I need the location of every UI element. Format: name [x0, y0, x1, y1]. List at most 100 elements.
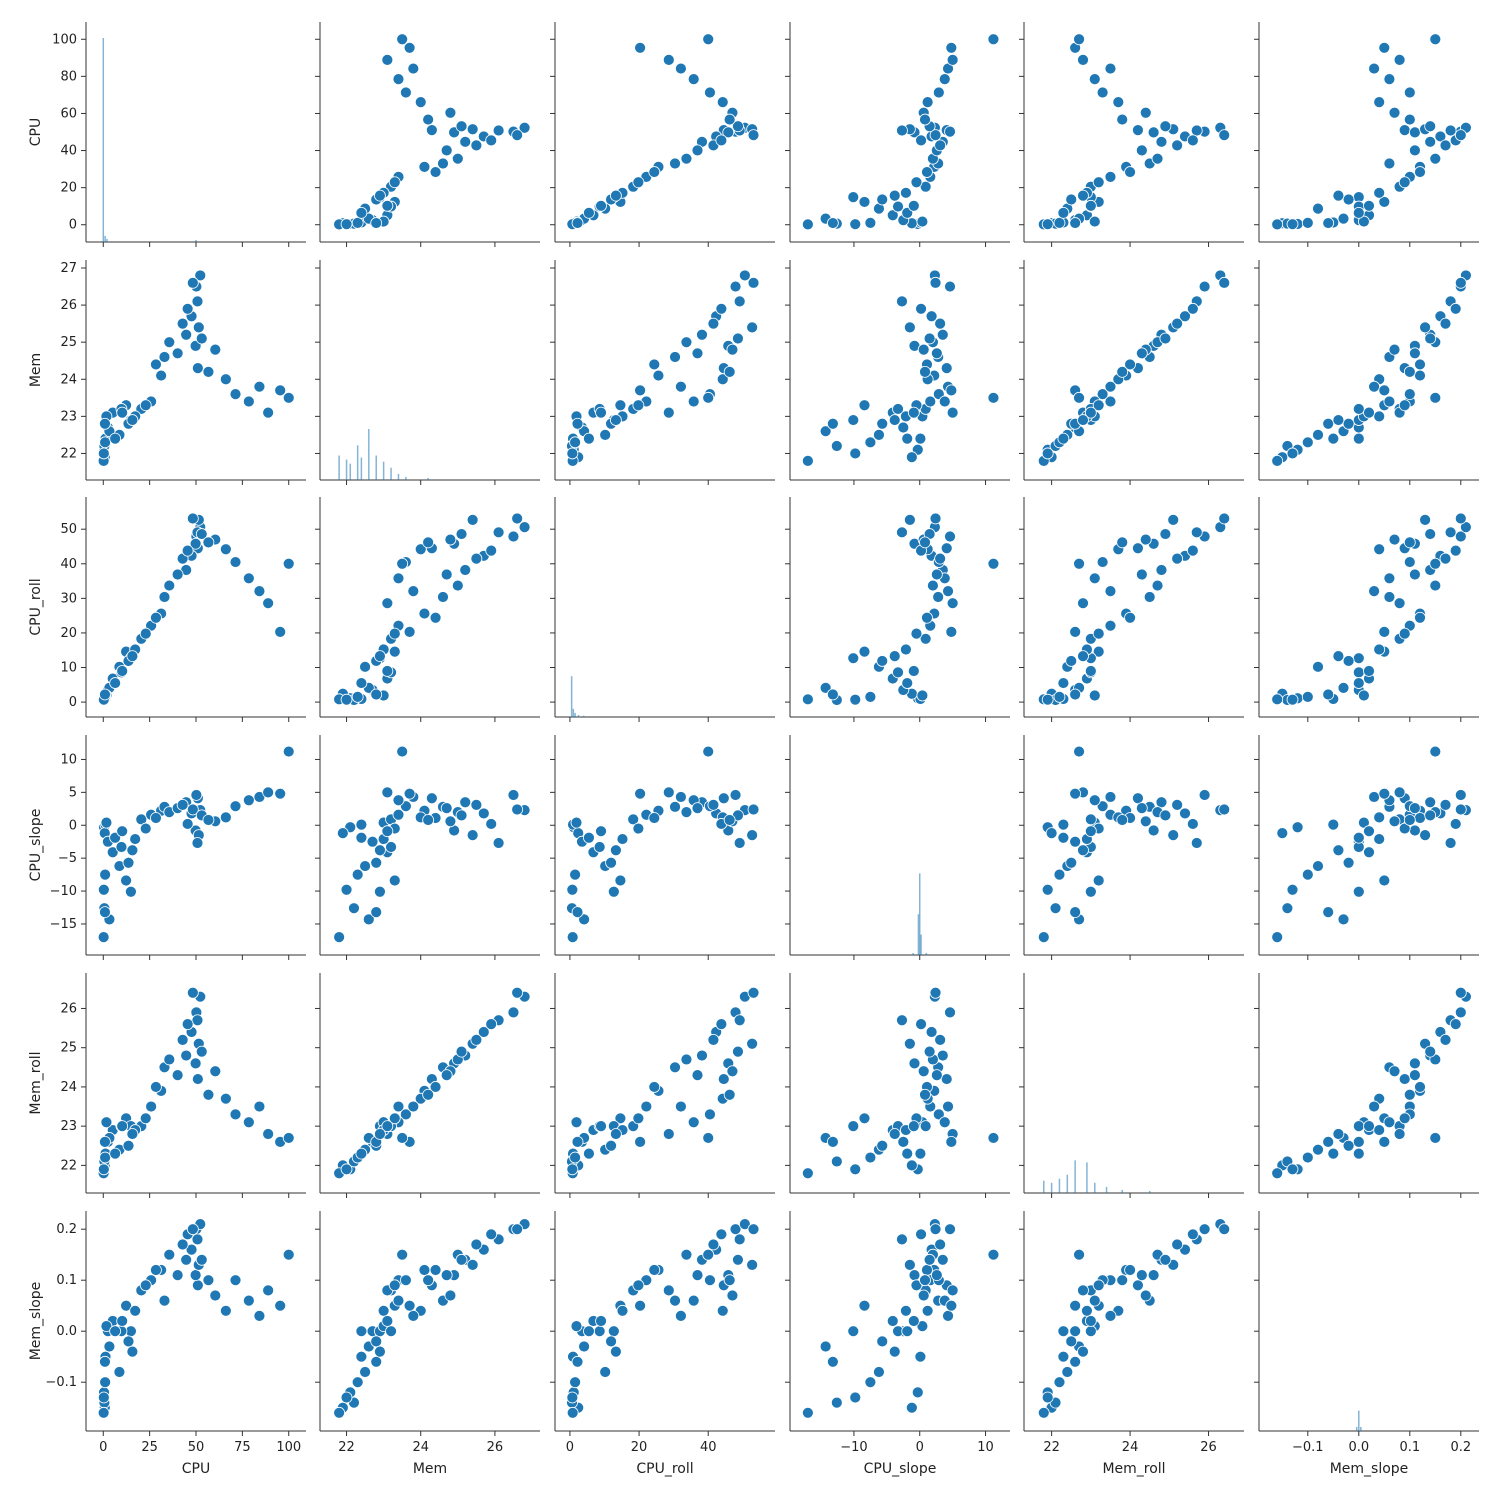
scatter-point — [1084, 825, 1097, 838]
scatter-point — [333, 1406, 346, 1419]
scatter-point — [381, 1315, 394, 1327]
scatter-point — [1358, 689, 1370, 702]
panel-CPU_slope-vs-CPU_slope — [785, 735, 1010, 960]
scatter-point — [414, 96, 427, 109]
scatter-point — [1096, 388, 1109, 401]
scatter-point — [340, 693, 353, 706]
histogram-bar — [574, 712, 576, 717]
scatter-point — [1403, 365, 1416, 378]
scatter-point — [715, 302, 728, 315]
scatter-point — [1037, 931, 1050, 944]
scatter-point — [571, 417, 584, 430]
scatter-point — [374, 844, 386, 857]
y-axis-label: CPU — [28, 118, 44, 146]
panel-Mem_roll-vs-Mem_slope — [1254, 973, 1479, 1198]
scatter-point — [1088, 215, 1101, 228]
scatter-point — [1383, 157, 1396, 170]
scatter-point — [1398, 627, 1411, 640]
scatter-point — [1368, 585, 1380, 597]
scatter-point — [1403, 814, 1416, 826]
scatter-point — [1159, 120, 1172, 133]
scatter-point — [163, 1053, 176, 1066]
scatter-point — [185, 1243, 198, 1256]
scatter-point — [99, 417, 111, 430]
scatter-point — [1312, 860, 1324, 872]
scatter-point — [1393, 597, 1406, 610]
y-tick-label: −10 — [50, 884, 77, 899]
scatter-point — [1159, 332, 1172, 345]
scatter-point — [675, 380, 687, 393]
scatter-point — [403, 41, 416, 54]
scatter-point — [738, 1218, 751, 1230]
scatter-point — [186, 1223, 199, 1236]
scatter-point — [455, 1253, 468, 1266]
scatter-point — [1332, 1128, 1345, 1140]
scatter-point — [910, 176, 923, 189]
scatter-point — [919, 1120, 932, 1133]
scatter-point — [459, 796, 472, 809]
scatter-point — [905, 451, 918, 464]
scatter-point — [1057, 818, 1070, 831]
scatter-point — [440, 568, 453, 581]
scatter-point — [1352, 831, 1365, 844]
scatter-point — [381, 786, 394, 799]
scatter-point — [1271, 1167, 1284, 1180]
scatter-point — [876, 193, 889, 206]
x-tick-label: 22 — [338, 1440, 355, 1455]
scatter-point — [680, 336, 693, 349]
scatter-point — [1373, 410, 1386, 423]
scatter-point — [440, 144, 453, 157]
scatter-point — [723, 113, 736, 126]
scatter-point — [1077, 650, 1089, 662]
scatter-point — [1077, 1284, 1089, 1297]
scatter-point — [566, 1163, 579, 1176]
scatter-point — [1124, 611, 1136, 624]
y-tick-label: 0.1 — [56, 1273, 77, 1288]
scatter-point — [126, 1345, 139, 1358]
scatter-point — [826, 217, 839, 229]
scatter-point — [1332, 844, 1345, 857]
scatter-point — [930, 1069, 943, 1082]
scatter-point — [418, 607, 431, 620]
scatter-point — [1057, 831, 1070, 844]
scatter-point — [593, 841, 606, 853]
scatter-point — [921, 96, 934, 109]
scatter-point — [381, 665, 394, 677]
x-axis-label: CPU_roll — [636, 1461, 693, 1477]
scatter-point — [103, 1340, 116, 1353]
y-tick-label: 0 — [69, 695, 77, 710]
scatter-point — [702, 33, 715, 46]
scatter-point — [738, 269, 751, 282]
scatter-point — [1041, 447, 1054, 460]
scatter-point — [917, 343, 930, 356]
scatter-point — [122, 856, 135, 869]
scatter-point — [1084, 1325, 1097, 1338]
scatter-point — [634, 41, 647, 54]
scatter-point — [876, 1335, 889, 1348]
scatter-point — [1088, 689, 1101, 702]
scatter-point — [163, 336, 176, 349]
scatter-point — [1414, 611, 1426, 624]
scatter-point — [99, 906, 111, 919]
scatter-point — [886, 209, 899, 222]
scatter-point — [1352, 1147, 1365, 1160]
scatter-point — [1429, 391, 1442, 404]
histogram-bar — [1360, 1426, 1362, 1431]
scatter-point — [1092, 645, 1105, 658]
histogram-bar — [356, 445, 359, 480]
scatter-point — [429, 611, 442, 624]
scatter-point — [801, 1406, 814, 1419]
scatter-point — [1352, 432, 1365, 445]
scatter-point — [726, 1065, 739, 1078]
scatter-point — [370, 906, 383, 919]
histogram-bar — [1148, 1190, 1151, 1193]
scatter-point — [1312, 429, 1324, 441]
scatter-point — [359, 1366, 371, 1378]
y-tick-label: 10 — [60, 661, 77, 676]
scatter-point — [919, 365, 931, 378]
scatter-point — [830, 1396, 843, 1409]
scatter-point — [195, 332, 208, 345]
scatter-point — [942, 585, 954, 597]
scatter-point — [1271, 693, 1284, 706]
scatter-point — [202, 536, 215, 549]
